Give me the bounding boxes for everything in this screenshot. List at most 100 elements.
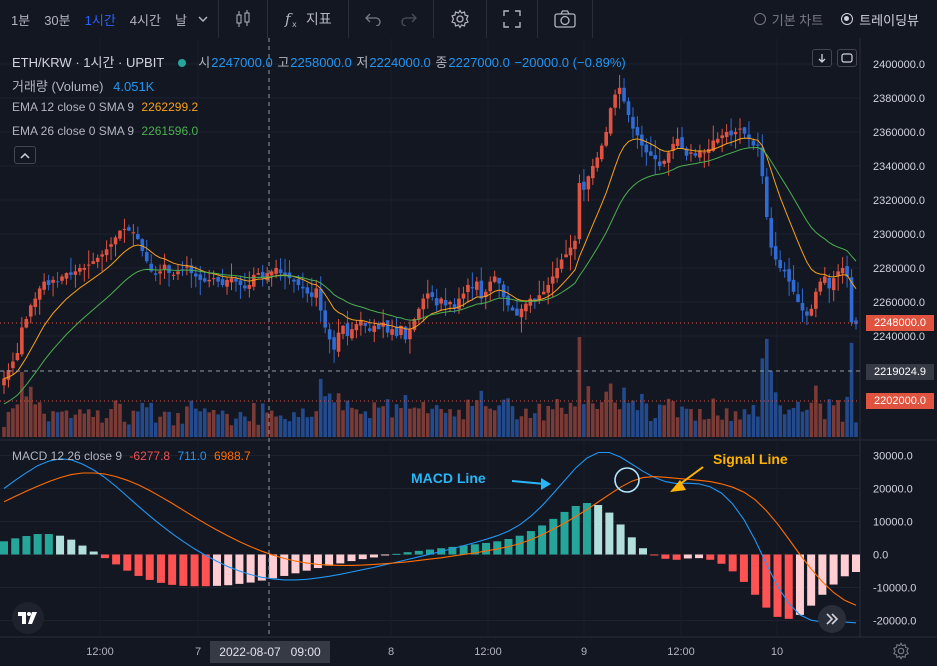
- volume-bar: [109, 409, 113, 437]
- price-chart[interactable]: 2240000.0 2260000.0 2280000.0 2300000.0 2320…: [0, 38, 937, 666]
- basic-chart-radio[interactable]: 기본 차트: [753, 10, 823, 29]
- undo-button[interactable]: [355, 12, 391, 26]
- candle-body: [546, 285, 551, 293]
- volume-bar: [127, 424, 131, 437]
- timeframe-1h[interactable]: 1시간: [84, 12, 116, 28]
- candle-body: [216, 277, 220, 282]
- candle-body: [528, 298, 533, 306]
- candle-body: [738, 128, 742, 130]
- snapshot-button[interactable]: [544, 10, 586, 28]
- volume-bars: [2, 337, 858, 437]
- candle-body: [78, 268, 82, 272]
- fullscreen-button[interactable]: [493, 10, 531, 28]
- volume-bar: [591, 403, 595, 437]
- macd-histogram-bar: [291, 554, 300, 574]
- volume-bar: [635, 410, 640, 437]
- volume-bar: [854, 422, 858, 437]
- tradingview-label: 트레이딩뷰: [859, 12, 919, 28]
- candle-body: [439, 298, 443, 304]
- macd-histogram-bar: [44, 534, 53, 555]
- volume-bar: [559, 407, 564, 437]
- macd-histogram-bar: [22, 536, 31, 555]
- volume-bar: [229, 425, 234, 437]
- time-tick-label: 7: [195, 646, 201, 658]
- timeframe-day[interactable]: 날: [174, 12, 187, 28]
- candle-body: [649, 151, 653, 156]
- indicators-label: 지표: [305, 11, 332, 27]
- price-tick-label: 2320000.0: [873, 195, 925, 207]
- tv-logo-icon: [18, 612, 37, 624]
- candle-body: [751, 140, 756, 146]
- volume-bar: [336, 393, 341, 437]
- volume-bar: [91, 416, 96, 437]
- collapse-legend-button[interactable]: [14, 146, 36, 164]
- volume-bar: [738, 419, 742, 437]
- settings-button[interactable]: [440, 9, 480, 29]
- volume-bar: [309, 416, 314, 437]
- macd-histogram-bar: [257, 554, 266, 581]
- scroll-to-realtime-button[interactable]: [818, 605, 846, 633]
- macd-tick-label: -10000.0: [873, 583, 916, 595]
- volume-bar: [849, 342, 854, 437]
- volume-bar: [131, 410, 136, 437]
- macd-histogram-bar: [594, 505, 603, 555]
- macd-histogram-bar: [426, 549, 434, 555]
- volume-bar: [243, 416, 247, 437]
- volume-bar: [756, 416, 760, 437]
- volume-bar: [742, 409, 747, 437]
- macd-histogram-bar: [89, 551, 98, 555]
- volume-bar: [341, 410, 345, 437]
- chevron-up-icon: [20, 152, 30, 159]
- macd-histogram-bar: [369, 554, 378, 558]
- volume-bar: [461, 419, 466, 437]
- macd-line-annotation: MACD Line: [411, 470, 486, 486]
- volume-bar: [711, 398, 716, 437]
- candle-body: [617, 87, 622, 95]
- maximize-pane-button[interactable]: [837, 49, 857, 67]
- volume-bar: [238, 411, 243, 437]
- candle-body: [778, 259, 782, 268]
- macd-histogram-bar: [213, 554, 221, 586]
- volume-bar: [698, 408, 702, 437]
- crossover-circle: [614, 467, 640, 493]
- macd-histogram-bar: [829, 554, 838, 585]
- volume-bar: [171, 425, 176, 437]
- candle-body: [28, 305, 33, 317]
- volume-bar: [305, 417, 310, 437]
- volume-bar: [403, 395, 408, 437]
- volume-bar: [113, 400, 118, 437]
- candle-body: [69, 272, 73, 275]
- timeframe-dropdown[interactable]: [194, 15, 212, 23]
- volume-bar: [11, 408, 15, 437]
- candle-body: [470, 287, 475, 289]
- candle-body: [791, 279, 796, 292]
- scroll-down-button[interactable]: [812, 49, 832, 67]
- price-tick-label: 2260000.0: [873, 297, 925, 309]
- timeframe-30m[interactable]: 30분: [44, 12, 71, 28]
- candle-body: [42, 281, 46, 290]
- price-tick-label: 2360000.0: [873, 127, 925, 139]
- macd-histogram-bar: [336, 554, 345, 564]
- macd-histogram-bar: [100, 554, 109, 559]
- chart-type-button[interactable]: [225, 10, 261, 28]
- volume-bar: [680, 406, 684, 437]
- volume-bar: [733, 411, 738, 437]
- volume-bar: [158, 416, 162, 437]
- candle-body: [86, 264, 91, 266]
- chart-settings-button[interactable]: [892, 642, 912, 662]
- tradingview-radio[interactable]: 트레이딩뷰: [841, 10, 919, 29]
- timeframe-1m[interactable]: 1분: [11, 12, 31, 28]
- volume-bar: [234, 418, 238, 437]
- candle-body: [443, 300, 448, 306]
- candle-body: [595, 157, 600, 168]
- candle-body: [662, 160, 666, 164]
- redo-button[interactable]: [391, 12, 427, 26]
- candle-body: [144, 252, 149, 262]
- volume-bar: [586, 386, 591, 437]
- timeframe-4h[interactable]: 4시간: [129, 12, 161, 28]
- volume-bar: [475, 400, 479, 437]
- macd-histogram-bar: [470, 544, 479, 555]
- candle-body: [278, 269, 283, 274]
- candle-body: [118, 230, 122, 239]
